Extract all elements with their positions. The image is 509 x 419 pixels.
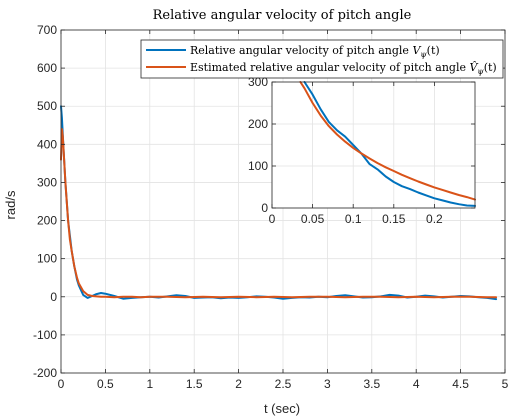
main-y-tick-label: 0 xyxy=(50,290,57,304)
main-x-tick-label: 3.5 xyxy=(363,377,380,391)
inset-y-tick-labels: 0 100 200 300 xyxy=(248,75,475,215)
main-x-tick-label: 1 xyxy=(146,377,153,391)
main-x-tick-label: 4 xyxy=(413,377,420,391)
legend-label-measured: Relative angular velocity of pitch angle… xyxy=(190,44,440,59)
inset-x-tick-label: 0.2 xyxy=(426,212,443,226)
inset-series-layer xyxy=(299,81,476,207)
x-axis-label: t (sec) xyxy=(264,401,300,416)
main-y-tick-label: 600 xyxy=(37,61,57,75)
inset-series-line-1 xyxy=(303,81,476,207)
main-y-tick-label: 100 xyxy=(37,252,57,266)
main-x-tick-label: 5 xyxy=(502,377,509,391)
inset-plot-area xyxy=(272,82,475,208)
main-x-tick-labels: 0 0.5 1 1.5 2 2.5 3 3.5 4 4.5 5 xyxy=(58,30,509,391)
inset-x-tick-label: 0.05 xyxy=(301,212,325,226)
main-y-tick-label: 500 xyxy=(37,99,57,113)
inset-y-tick-label: 100 xyxy=(248,159,268,173)
main-series-layer xyxy=(60,105,498,301)
inset-axes: 0 0.05 0.1 0.15 0.2 0 100 200 300 xyxy=(248,75,476,226)
chart-title: Relative angular velocity of pitch angle xyxy=(153,8,412,23)
legend-box xyxy=(140,39,504,79)
inset-series-line-2 xyxy=(299,81,476,201)
main-x-tick-label: 3 xyxy=(324,377,331,391)
main-y-tick-label: -100 xyxy=(33,328,57,342)
inset-axes-border xyxy=(271,81,476,209)
main-x-tick-label: 2.5 xyxy=(275,377,292,391)
main-series-line-2 xyxy=(60,128,498,299)
inset-x-tick-labels: 0 0.05 0.1 0.15 0.2 xyxy=(269,82,443,226)
y-axis-label: rad/s xyxy=(3,190,18,219)
inset-x-tick-label: 0 xyxy=(269,212,276,226)
inset-x-tick-label: 0.15 xyxy=(382,212,406,226)
inset-y-tick-label: 0 xyxy=(261,201,268,215)
main-y-tick-label: 300 xyxy=(37,175,57,189)
main-y-tick-label: -200 xyxy=(33,366,57,380)
main-y-tick-label: 200 xyxy=(37,214,57,228)
main-x-tick-label: 0.5 xyxy=(97,377,114,391)
legend: Relative angular velocity of pitch angle… xyxy=(140,39,504,79)
main-x-tick-label: 1.5 xyxy=(186,377,203,391)
main-x-tick-label: 2 xyxy=(235,377,242,391)
main-y-tick-labels: -200 -100 0 100 200 300 400 500 600 700 xyxy=(33,23,505,380)
legend-label-estimated: Estimated relative angular velocity of p… xyxy=(190,61,497,76)
inset-y-tick-label: 300 xyxy=(248,75,268,89)
main-x-tick-label: 4.5 xyxy=(452,377,469,391)
main-y-tick-label: 400 xyxy=(37,137,57,151)
inset-y-tick-label: 200 xyxy=(248,117,268,131)
inset-x-tick-label: 0.1 xyxy=(345,212,362,226)
main-y-tick-label: 700 xyxy=(37,23,57,37)
main-x-tick-label: 0 xyxy=(58,377,65,391)
